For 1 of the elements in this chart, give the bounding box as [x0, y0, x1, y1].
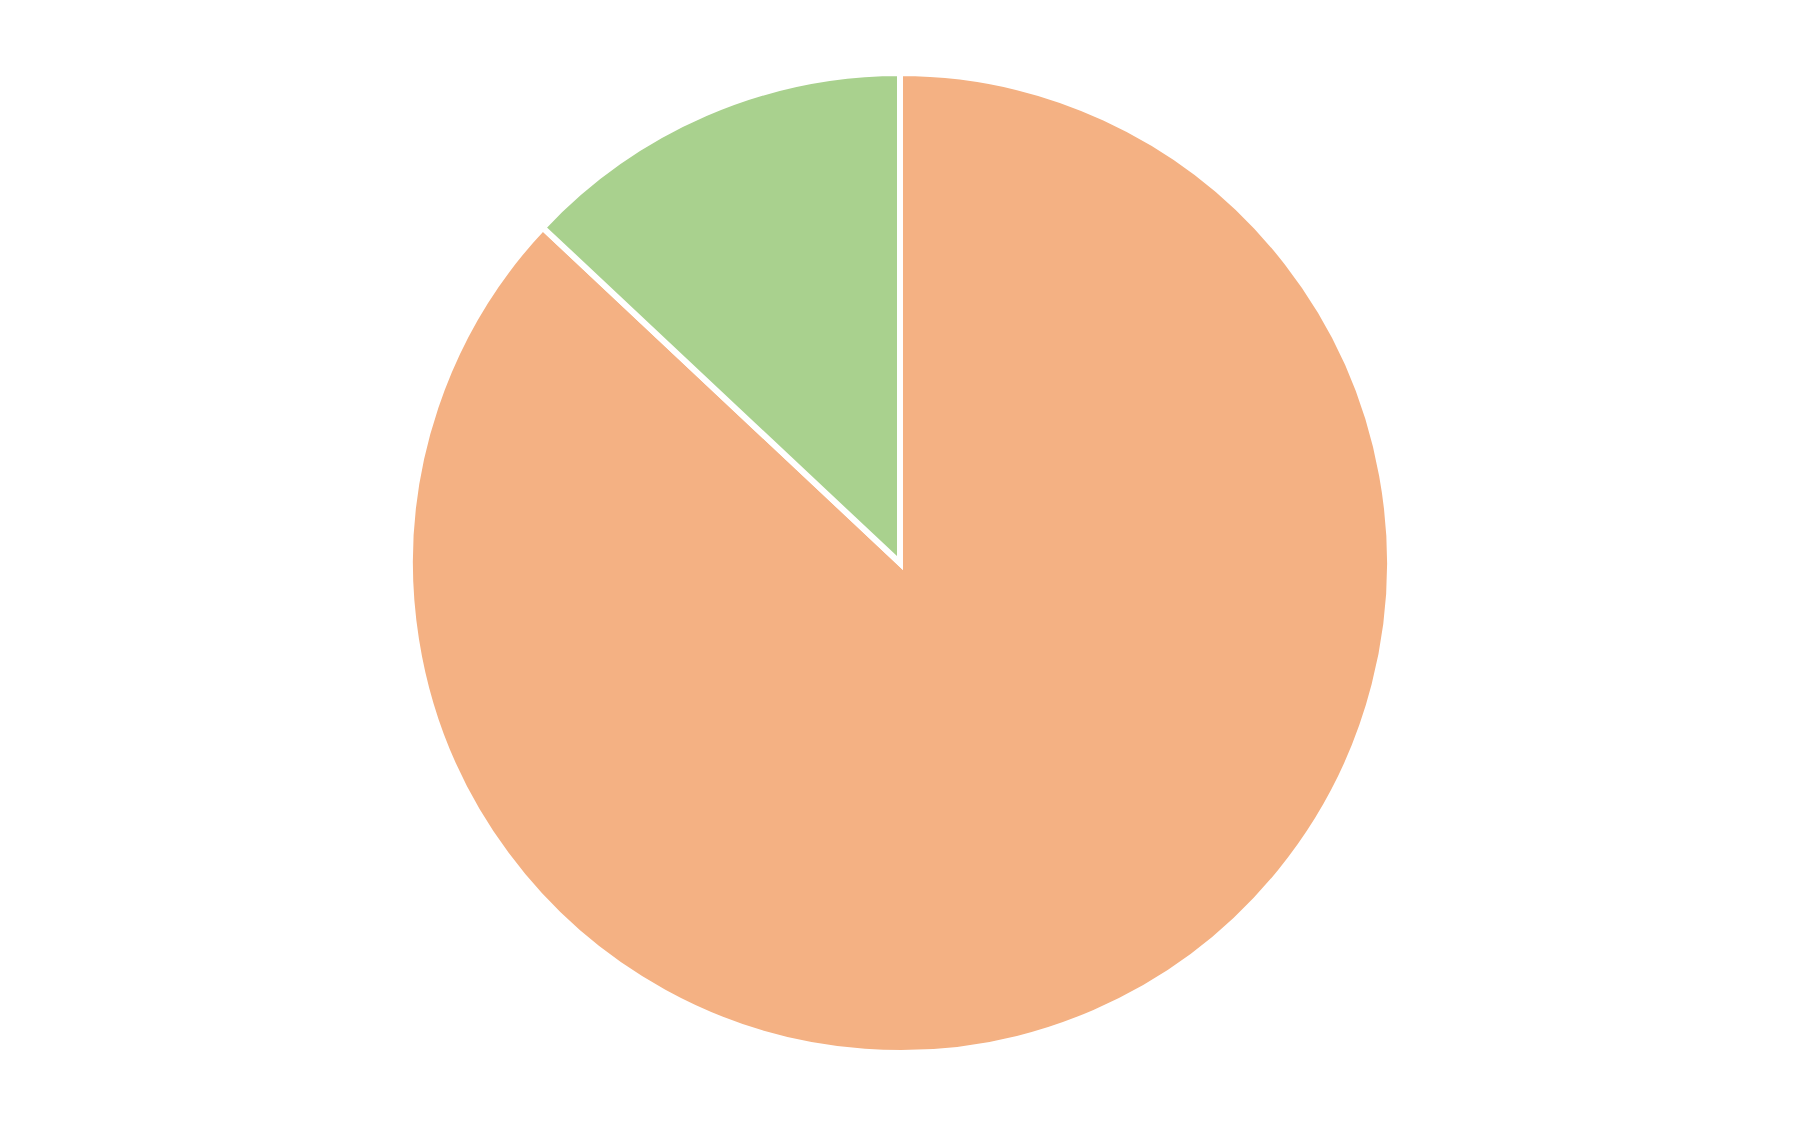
pie-slice	[407, 70, 1393, 1056]
